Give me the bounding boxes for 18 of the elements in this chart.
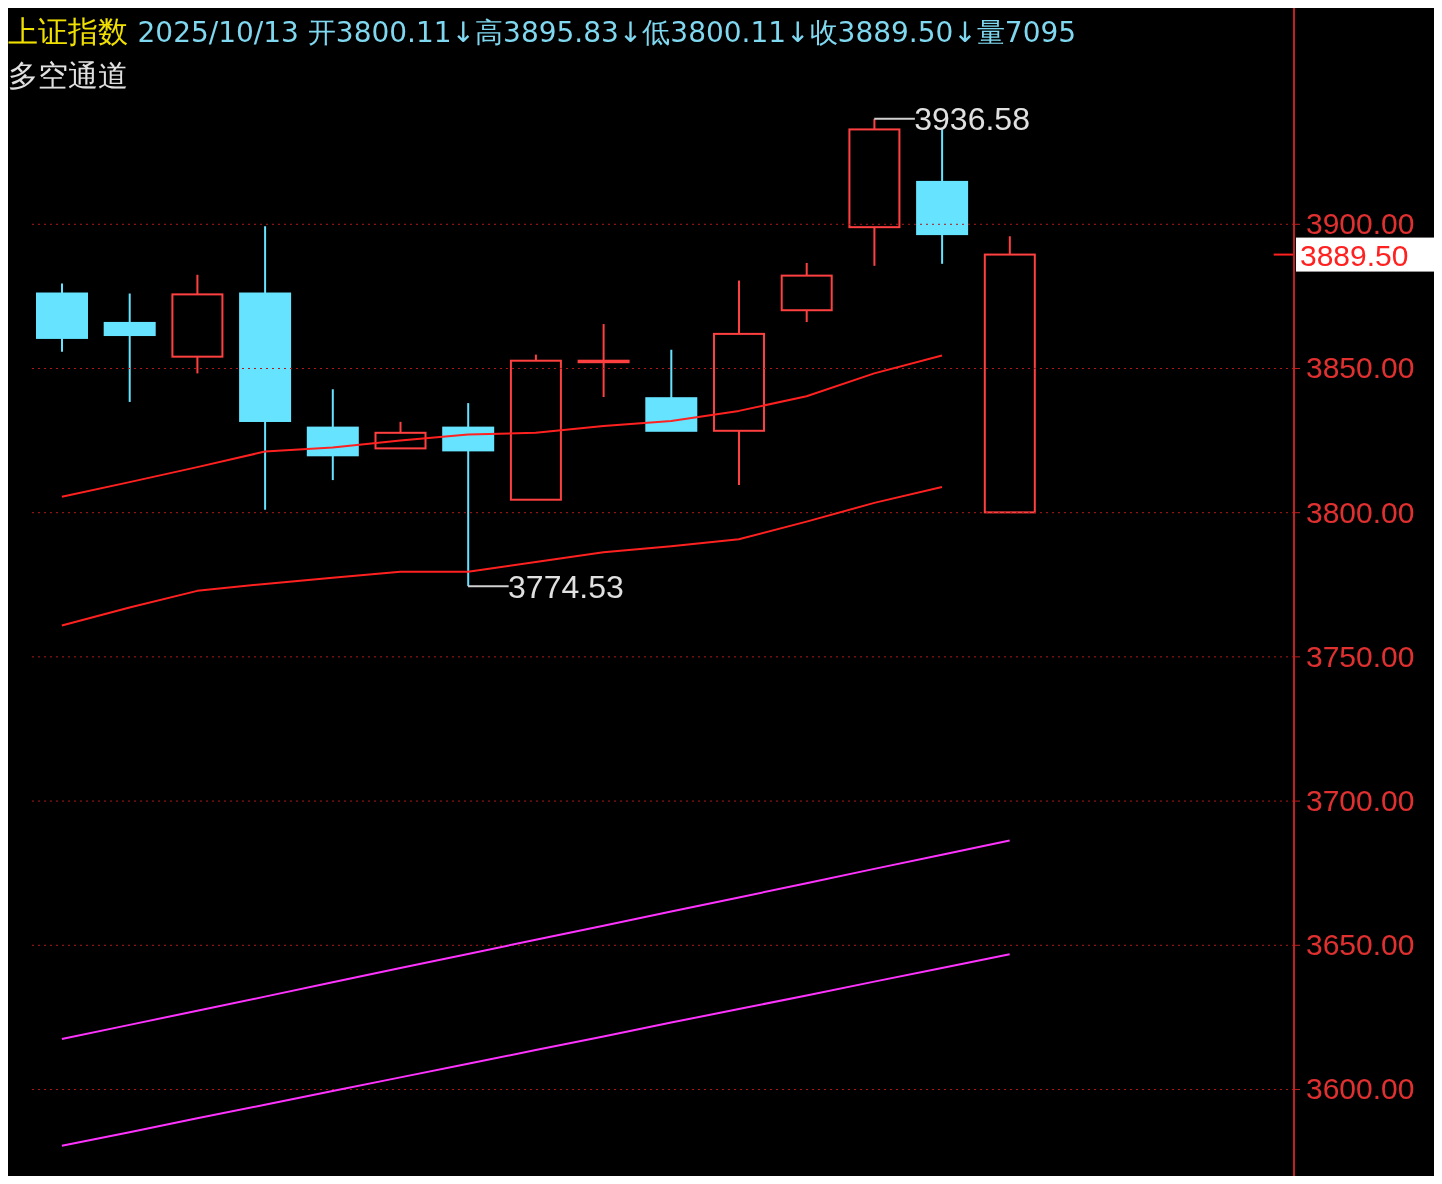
y-tick-label: 3600.00 <box>1306 1072 1415 1106</box>
chart-subtitle: 2025/10/13 开3800.11↓高3895.83↓低3800.11↓收3889.50↓量7095 <box>137 16 1077 49</box>
candlestick <box>103 292 156 403</box>
line-series <box>60 953 1011 1147</box>
line-series <box>60 354 943 498</box>
annotation: 3774.53 <box>508 568 624 605</box>
annotation: 3936.58 <box>914 101 1030 138</box>
y-tick-label: 3850.00 <box>1306 351 1415 385</box>
y-tick-label: 3750.00 <box>1306 639 1415 673</box>
y-tick-label: 3800.00 <box>1306 495 1415 529</box>
y-tick-label: 3650.00 <box>1306 928 1415 962</box>
ref-line-label: 3889.50 <box>1300 238 1409 272</box>
annotation: 多空通道 <box>8 57 128 95</box>
line-series <box>60 839 1011 1041</box>
y-tick-label: 3700.00 <box>1306 784 1415 818</box>
y-tick-label: 3900.00 <box>1306 207 1415 241</box>
line-series <box>60 486 943 627</box>
chart-title: 上证指数 <box>8 14 128 49</box>
